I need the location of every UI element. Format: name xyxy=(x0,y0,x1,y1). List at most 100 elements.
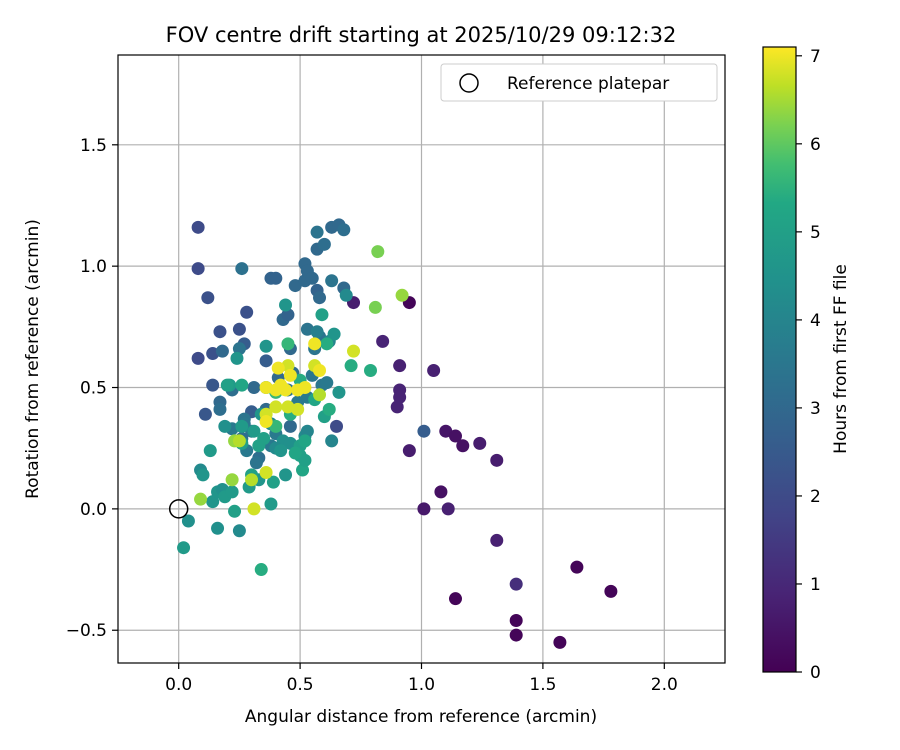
scatter-point xyxy=(604,584,618,598)
scatter-point xyxy=(220,378,234,392)
scatter-point xyxy=(235,378,249,392)
scatter-point xyxy=(509,577,523,591)
scatter-point xyxy=(279,383,293,397)
scatter-point xyxy=(259,465,273,479)
scatter-point xyxy=(327,327,341,341)
scatter-point xyxy=(427,364,441,378)
colorbar-gradient xyxy=(763,47,796,672)
scatter-point xyxy=(235,419,249,433)
scatter-point xyxy=(281,308,295,322)
legend-box xyxy=(440,63,718,102)
scatter-point xyxy=(279,468,293,482)
scatter-point xyxy=(434,485,448,499)
scatter-point xyxy=(364,364,378,378)
grid xyxy=(118,55,725,663)
scatter-point xyxy=(490,533,504,547)
scatter-point xyxy=(337,223,351,237)
colorbar-tick-label: 3 xyxy=(810,399,821,419)
colorbar-tick-label: 0 xyxy=(810,663,821,683)
scatter-point xyxy=(232,342,246,356)
colorbar-label: Hours from first FF file xyxy=(831,264,851,454)
colorbar-tick-label: 2 xyxy=(810,487,821,507)
scatter-point xyxy=(298,453,312,467)
reference-platepar-marker xyxy=(168,499,189,519)
scatter-point xyxy=(553,635,567,649)
scatter-point xyxy=(228,504,242,518)
scatter-point xyxy=(213,402,227,416)
scatter-point xyxy=(235,262,249,276)
data-points xyxy=(177,218,618,649)
scatter-point xyxy=(274,444,288,458)
colorbar-frame xyxy=(762,46,797,673)
scatter-point xyxy=(417,424,431,438)
scatter-point xyxy=(315,308,329,322)
scatter-point xyxy=(230,351,244,365)
scatter-point xyxy=(390,400,404,414)
colorbar-tick-label: 7 xyxy=(810,47,821,67)
scatter-point xyxy=(281,359,295,373)
scatter-point xyxy=(247,381,261,395)
scatter-point xyxy=(196,468,210,482)
scatter-point xyxy=(509,614,523,628)
scatter-point xyxy=(225,485,239,499)
scatter-point xyxy=(393,359,407,373)
scatter-point xyxy=(288,446,302,460)
scatter-point xyxy=(269,400,283,414)
scatter-point xyxy=(393,390,407,404)
scatter-point xyxy=(448,429,462,443)
scatter-point xyxy=(439,424,453,438)
legend: Reference platepar xyxy=(440,63,718,102)
scatter-point xyxy=(259,414,273,428)
y-tick-label: 0.5 xyxy=(80,379,107,399)
scatter-point xyxy=(473,436,487,450)
scatter-point xyxy=(240,305,254,319)
scatter-point xyxy=(296,463,310,477)
scatter-point xyxy=(232,322,246,336)
x-axis-ticks: 0.0 0.5 1.0 1.5 2.0 xyxy=(165,663,678,695)
scatter-point xyxy=(247,502,261,516)
scatter-point xyxy=(368,300,382,314)
plot-area xyxy=(117,54,726,664)
scatter-point xyxy=(320,337,334,351)
scatter-point xyxy=(417,502,431,516)
scatter-point xyxy=(198,407,212,421)
scatter-point xyxy=(570,560,584,574)
scatter-point xyxy=(257,431,271,445)
scatter-point xyxy=(225,473,239,487)
x-tick-label: 0.5 xyxy=(287,675,314,695)
scatter-point xyxy=(194,492,208,506)
scatter-point xyxy=(298,434,312,448)
scatter-point xyxy=(376,334,390,348)
scatter-point xyxy=(300,322,314,336)
colorbar-ticks: 0 1 2 3 4 5 6 7 xyxy=(796,47,821,683)
scatter-point xyxy=(330,419,344,433)
scatter-point xyxy=(259,381,273,395)
x-tick-label: 1.5 xyxy=(529,675,556,695)
scatter-point xyxy=(395,288,409,302)
scatter-point xyxy=(283,436,297,450)
scatter-point xyxy=(247,424,261,438)
scatter-point xyxy=(281,400,295,414)
scatter-point xyxy=(291,402,305,416)
scatter-point xyxy=(271,361,285,375)
y-tick-label: 1.0 xyxy=(80,257,107,277)
x-axis-label: Angular distance from reference (arcmin) xyxy=(245,707,597,727)
scatter-point xyxy=(218,419,232,433)
scatter-point xyxy=(254,563,268,577)
scatter-point xyxy=(308,337,322,351)
scatter-point xyxy=(181,514,195,528)
scatter-point xyxy=(281,337,295,351)
scatter-point xyxy=(313,388,327,402)
scatter-point xyxy=(269,383,283,397)
scatter-point xyxy=(232,524,246,538)
scatter-point xyxy=(448,592,462,606)
scatter-point xyxy=(456,439,470,453)
scatter-point xyxy=(191,351,205,365)
scatter-point xyxy=(402,444,416,458)
y-axis-label: Rotation from reference (arcmin) xyxy=(23,219,43,499)
scatter-point xyxy=(347,344,361,358)
scatter-point xyxy=(191,220,205,234)
scatter-point xyxy=(206,347,220,361)
scatter-point xyxy=(191,262,205,276)
y-tick-label: 0.0 xyxy=(80,500,107,520)
